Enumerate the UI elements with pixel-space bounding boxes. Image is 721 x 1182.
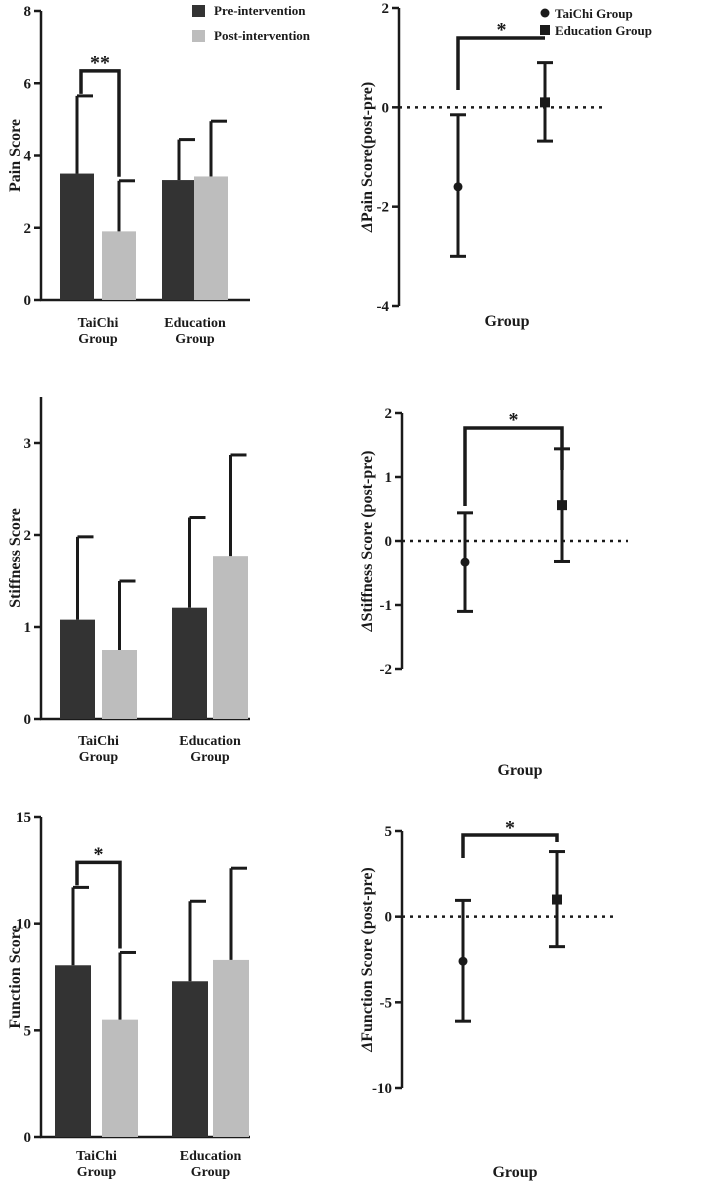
y-tick-label: 2 bbox=[24, 221, 32, 237]
category-label: Education Group bbox=[164, 316, 226, 347]
y-axis-label: ΔPain Score(post-pre) bbox=[359, 82, 376, 233]
bar-pre-1 bbox=[60, 619, 95, 719]
bar-post-1 bbox=[102, 1019, 138, 1137]
y-tick-label: -10 bbox=[372, 1081, 392, 1097]
y-tick-label: 0 bbox=[382, 100, 390, 116]
point-taichi bbox=[453, 182, 463, 192]
legend-marker-circle bbox=[540, 8, 550, 18]
y-tick-label: 5 bbox=[385, 824, 393, 840]
y-tick-label: 0 bbox=[385, 910, 393, 926]
legend-label: TaiChi Group bbox=[555, 6, 633, 21]
significance-label: * bbox=[509, 409, 519, 431]
y-tick-label: 0 bbox=[24, 712, 32, 728]
y-tick-label: 4 bbox=[24, 149, 32, 165]
y-tick-label: -4 bbox=[377, 299, 390, 315]
chart-2: -4 -2 0 2 ΔPain Score(post-pre) Group * TaiChi … bbox=[359, 1, 652, 330]
legend-marker-square bbox=[540, 25, 550, 35]
category-label: Education Group bbox=[179, 734, 241, 765]
significance-label: * bbox=[497, 19, 507, 41]
y-axis-label: Pain Score bbox=[7, 119, 24, 192]
y-tick-label: 5 bbox=[24, 1023, 32, 1039]
significance-label: * bbox=[505, 817, 515, 839]
point-education bbox=[557, 500, 567, 511]
y-tick-label: -1 bbox=[380, 598, 393, 614]
y-axis-label: ΔFunction Score (post-pre) bbox=[359, 867, 376, 1053]
bar-pre-1 bbox=[60, 173, 94, 300]
chart-4: -2 -1 0 1 2 ΔStiffness Score (post-pre) Group * bbox=[359, 406, 628, 779]
category-label: TaiChi Group bbox=[78, 316, 119, 347]
significance-bracket bbox=[75, 860, 122, 949]
y-tick-label: -5 bbox=[380, 995, 393, 1011]
legend-label: Post-intervention bbox=[214, 28, 311, 43]
point-taichi bbox=[458, 956, 468, 966]
bar-post-2 bbox=[194, 176, 228, 300]
legend-label: Pre-intervention bbox=[214, 3, 306, 18]
y-tick-label: -2 bbox=[380, 662, 393, 678]
legend-swatch bbox=[192, 5, 205, 17]
chart-6: -10 -5 0 5 ΔFunction Score (post-pre) Group * bbox=[359, 817, 618, 1181]
x-axis-label: Group bbox=[484, 313, 529, 330]
category-label: TaiChi Group bbox=[76, 1149, 117, 1180]
y-tick-label: 0 bbox=[385, 534, 393, 550]
point-taichi bbox=[460, 557, 470, 567]
bar-post-1 bbox=[102, 650, 137, 719]
significance-label: ** bbox=[90, 52, 110, 74]
y-tick-label: 15 bbox=[16, 810, 31, 826]
y-tick-label: 10 bbox=[16, 917, 31, 933]
significance-bracket bbox=[461, 833, 559, 858]
bar-pre-2 bbox=[172, 607, 207, 719]
y-tick-label: -2 bbox=[377, 200, 390, 216]
bar-post-2 bbox=[213, 959, 249, 1137]
point-education bbox=[540, 97, 550, 108]
y-tick-label: 3 bbox=[24, 436, 32, 452]
y-axis-label: ΔStiffness Score (post-pre) bbox=[359, 451, 376, 633]
category-label: Education Group bbox=[180, 1149, 242, 1180]
legend-label: Education Group bbox=[555, 23, 652, 38]
significance-label: * bbox=[94, 843, 104, 865]
bar-pre-2 bbox=[162, 180, 196, 300]
chart-3: 0 1 2 3 Stiffness Score TaiChi Group Education G… bbox=[7, 397, 250, 765]
y-tick-label: 2 bbox=[385, 406, 393, 422]
y-tick-label: 1 bbox=[385, 470, 393, 486]
significance-bracket bbox=[456, 36, 545, 90]
chart-5: 0 5 10 15 Function Score TaiChi Group Education… bbox=[7, 810, 250, 1180]
point-education bbox=[552, 894, 562, 905]
y-tick-label: 1 bbox=[24, 620, 32, 636]
x-axis-label: Group bbox=[492, 1164, 537, 1181]
y-tick-label: 0 bbox=[24, 1130, 32, 1146]
x-axis-label: Group bbox=[497, 762, 542, 779]
bar-post-2 bbox=[213, 556, 248, 719]
bar-pre-2 bbox=[172, 981, 208, 1137]
significance-bracket bbox=[79, 69, 121, 177]
bar-post-1 bbox=[102, 231, 136, 300]
y-tick-label: 8 bbox=[24, 4, 32, 20]
legend-swatch bbox=[192, 30, 205, 42]
y-tick-label: 2 bbox=[24, 528, 32, 544]
y-axis-label: Function Score bbox=[7, 925, 24, 1028]
category-label: TaiChi Group bbox=[78, 734, 119, 765]
y-tick-label: 2 bbox=[382, 1, 390, 17]
y-tick-label: 0 bbox=[24, 293, 32, 309]
significance-bracket bbox=[463, 426, 564, 506]
chart-1: 0 2 4 6 8 Pain Score TaiChi Group Education Group… bbox=[7, 3, 311, 347]
bar-pre-1 bbox=[55, 965, 91, 1137]
y-tick-label: 6 bbox=[24, 76, 32, 92]
y-axis-label: Stiffness Score bbox=[7, 508, 24, 608]
